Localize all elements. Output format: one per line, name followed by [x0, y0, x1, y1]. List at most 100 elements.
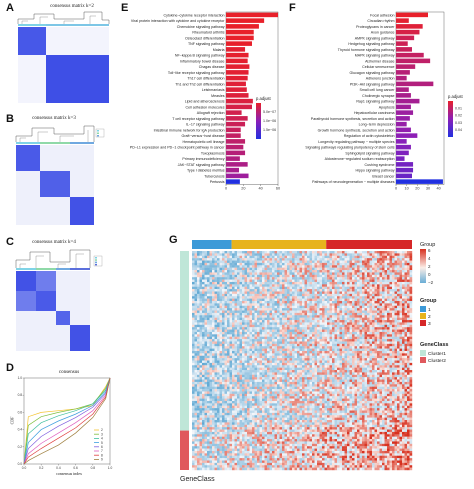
- x-tick-label: 40: [259, 187, 263, 191]
- bar-13: [396, 87, 409, 92]
- geneclass-legend-label: Cluster1: [428, 351, 446, 357]
- matrix-k3-graphic: [15, 125, 105, 225]
- bar-25: [396, 156, 405, 161]
- y-tick-label: 0.4: [18, 428, 23, 432]
- category-label: Cellular senescence: [362, 65, 394, 69]
- panel-label-a: A: [6, 2, 14, 14]
- bar-6: [396, 47, 412, 52]
- bar-28: [226, 173, 249, 179]
- category-label: NF−kappa B signaling pathway: [175, 54, 225, 58]
- bar-3: [396, 29, 420, 35]
- legend-label: 4: [101, 437, 103, 441]
- category-label: Primary immunodeficiency: [182, 157, 224, 161]
- x-tick-label: 30: [426, 187, 430, 191]
- group-legend-title: Group: [420, 298, 437, 304]
- category-label: Th1 and Th2 cell differentiation: [175, 82, 224, 86]
- category-label: Th17 cell differentiation: [187, 77, 224, 81]
- category-label: Sphingolipid signaling pathway: [345, 151, 394, 155]
- heatmap: Group6420−2Group123GeneClassCluster1Clus…: [180, 240, 448, 471]
- kegg-bar-chart-f: Focal adhesion Circadian rhythm Proteoglyc…: [305, 11, 464, 191]
- panel-label-e: E: [121, 2, 129, 14]
- y-tick-label: 0.6: [18, 410, 23, 414]
- category-label: Leishmaniasis: [202, 88, 225, 92]
- bar-11: [396, 75, 407, 81]
- bar-27: [226, 167, 239, 173]
- category-label: Glucagon signaling pathway: [350, 71, 395, 75]
- matrix-k2-graphic: [17, 11, 110, 103]
- category-label: Inflammatory bowel disease: [180, 59, 225, 63]
- category-label: Graft−versus−host disease: [182, 134, 225, 138]
- legend-tick-label: 1.5e−06: [263, 128, 276, 132]
- bar-15: [396, 98, 420, 104]
- category-label: IL−17 signaling pathway: [186, 123, 225, 127]
- bar-16: [226, 104, 252, 110]
- bar-14: [396, 93, 411, 98]
- category-label: Adherens junction: [366, 77, 395, 81]
- bar-21: [226, 133, 241, 138]
- cdf-line-8: [23, 377, 111, 465]
- x-tick-label: 20: [241, 187, 245, 191]
- x-tick-label: 40: [437, 187, 441, 191]
- legend-title: p.adjust: [448, 94, 464, 99]
- category-label: Lipid and atherosclerosis: [185, 100, 225, 104]
- x-tick-label: 0.0: [22, 466, 27, 470]
- panel-label-f: F: [289, 2, 296, 14]
- bar-12: [396, 81, 434, 87]
- legend-tick-label: 5.0e−07: [263, 110, 276, 114]
- category-label: Measles: [211, 94, 225, 98]
- x-tick-label: 1.0: [108, 466, 113, 470]
- category-label: Rap1 signaling pathway: [356, 100, 394, 104]
- bar-0: [396, 12, 428, 18]
- bar-23: [226, 144, 244, 150]
- category-label: JAK−STAT signaling pathway: [178, 163, 225, 167]
- legend-tick-label: 0.03: [455, 121, 462, 125]
- group-bar-1: [192, 240, 232, 249]
- bar-13: [226, 87, 247, 92]
- category-label: Cytokine−cytokine receptor interaction: [163, 13, 224, 17]
- bar-10: [226, 70, 249, 75]
- cdf-line-5: [23, 377, 111, 465]
- x-tick-label: 20: [415, 187, 419, 191]
- category-label: Longevity regulating pathway − multiple …: [318, 140, 394, 144]
- category-label: Hedgehog signaling pathway: [348, 42, 394, 46]
- legend-colorbar: [448, 101, 453, 137]
- group-legend-swatch: [420, 306, 426, 312]
- bar-0: [226, 12, 278, 18]
- bar-28: [396, 173, 412, 179]
- geneclass-bar-Cluster1: [180, 251, 189, 431]
- geneclass-legend-swatch: [420, 350, 426, 356]
- kegg-bar-chart-e: Cytokine−cytokine receptor interaction Vi…: [130, 11, 280, 191]
- bar-4: [226, 35, 254, 41]
- category-label: Signaling pathways regulating pluripoten…: [305, 146, 394, 150]
- legend-label: 9: [101, 458, 103, 462]
- category-label: Hepatocellular carcinoma: [354, 111, 395, 115]
- bar-15: [226, 98, 253, 104]
- category-label: Malaria: [213, 48, 225, 52]
- legend-colorbar: [256, 103, 261, 139]
- legend-label: 8: [101, 453, 103, 457]
- cdf-plot: 0.0 0.2 0.4 0.6 0.8 1.0 0.0 0.2 0.4 0.6 0.8 1.0 2345…: [18, 376, 113, 470]
- matrix-k4-graphic: [15, 249, 103, 351]
- bar-9: [226, 64, 250, 69]
- bar-2: [226, 24, 259, 29]
- bar-19: [396, 121, 407, 127]
- group-legend-label: 2: [428, 314, 431, 320]
- bar-1: [226, 18, 265, 23]
- category-label: Cell adhesion molecules: [186, 105, 225, 109]
- category-label: MAPK signaling pathway: [355, 54, 395, 58]
- legend-tick-label: 0.02: [455, 114, 462, 118]
- geneclass-bar-Cluster2: [180, 430, 189, 470]
- category-label: Breast cancer: [372, 174, 395, 178]
- legend-tick-label: 1.0e−06: [263, 119, 276, 123]
- heat-legend-tick: −2: [428, 280, 434, 285]
- bar-18: [226, 116, 248, 121]
- y-tick-label: 0.8: [18, 393, 23, 397]
- bar-26: [396, 162, 414, 167]
- bar-8: [396, 58, 431, 64]
- x-tick-label: 60: [276, 187, 280, 191]
- y-tick-label: 0.0: [18, 462, 23, 466]
- cdf-line-7: [23, 377, 111, 465]
- category-label: Pertussis: [210, 180, 225, 184]
- category-label: Osteoclast differentiation: [185, 36, 225, 40]
- legend-tick-label: 0.01: [455, 106, 462, 110]
